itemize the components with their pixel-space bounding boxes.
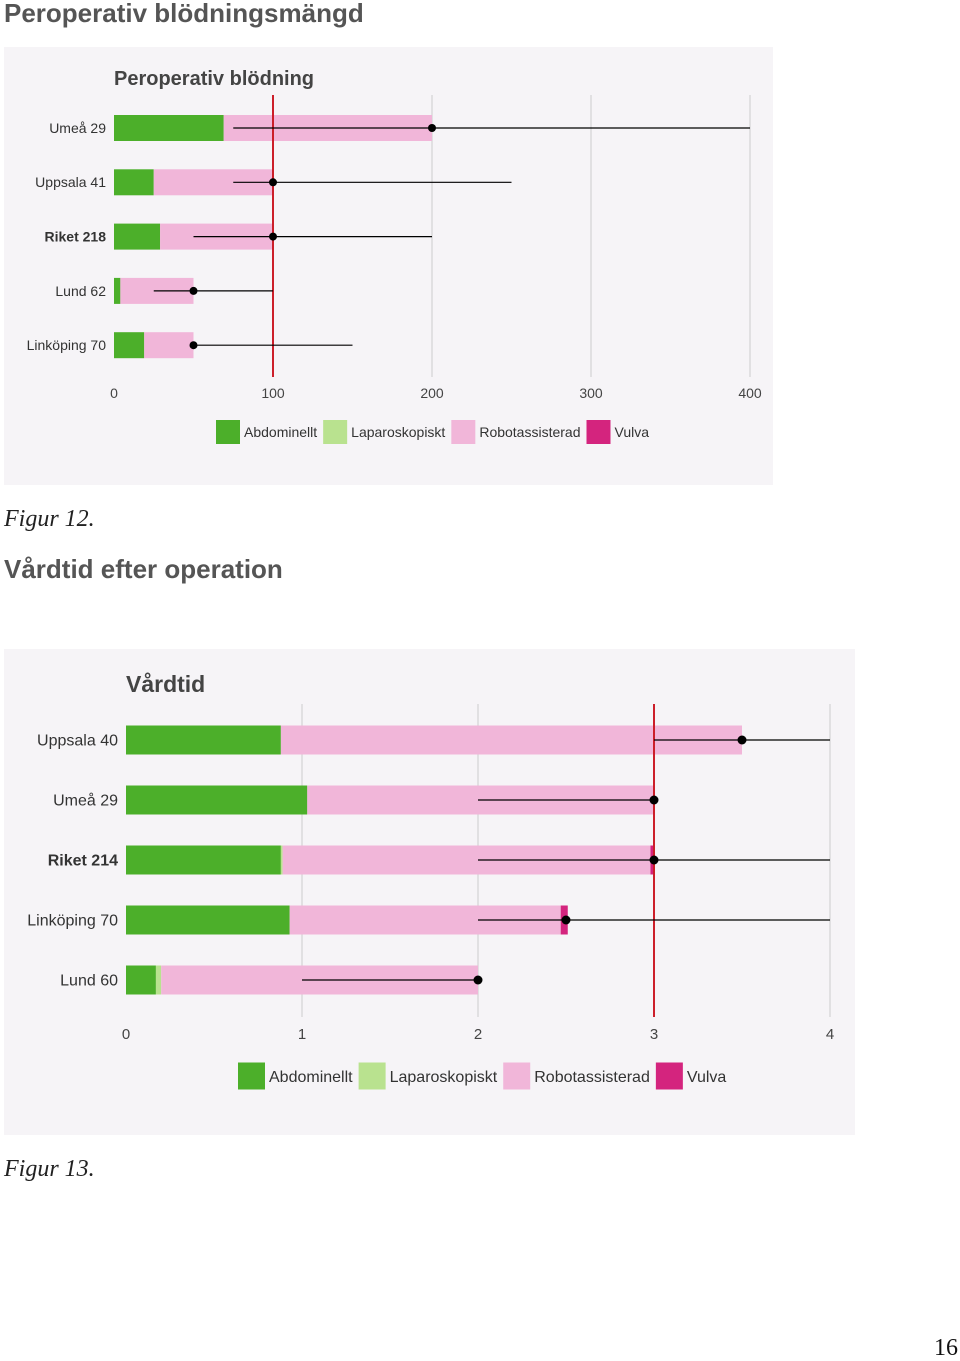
legend-swatch-vulva xyxy=(586,420,611,444)
bar-segment-abdominellt xyxy=(114,169,154,196)
category-label: Umeå 29 xyxy=(53,792,118,810)
median-marker xyxy=(428,124,436,132)
bar-segment-abdominellt xyxy=(126,725,281,755)
category-label: Lund 60 xyxy=(60,973,118,990)
chart-title: Vårdtid xyxy=(126,671,205,697)
x-tick-label: 2 xyxy=(474,1026,482,1043)
median-marker xyxy=(649,795,659,805)
legend-label: Vulva xyxy=(615,424,650,440)
median-marker xyxy=(189,341,198,350)
legend-swatch-laparoskopiskt xyxy=(358,1062,386,1090)
category-label: Umeå 29 xyxy=(49,120,106,136)
bleeding-chart-panel: Peroperativ blödning 0 100 200 300 400 Umeå 29… xyxy=(4,47,773,485)
legend-swatch-vulva xyxy=(655,1062,683,1090)
bar-segment-abdominellt xyxy=(114,115,224,141)
bar-segment-abdominellt xyxy=(114,223,161,250)
figure-13-caption: Figur 13. xyxy=(4,1156,95,1182)
bar-segment-abdominellt xyxy=(126,785,308,815)
median-marker xyxy=(473,975,483,985)
category-label: Riket 214 xyxy=(48,853,118,870)
figure-12-heading: Peroperativ blödningsmängd xyxy=(4,0,364,28)
legend-swatch-abdominellt xyxy=(216,420,240,444)
legend-label: Laparoskopiskt xyxy=(351,424,445,440)
legend-label: Laparoskopiskt xyxy=(390,1069,498,1086)
median-marker xyxy=(561,915,571,925)
page-number: 16 xyxy=(934,1335,958,1361)
bar-segment-abdominellt xyxy=(114,332,145,359)
figure-12-caption: Figur 12. xyxy=(4,506,95,532)
legend-label: Abdominellt xyxy=(269,1069,353,1086)
legend-label: Vulva xyxy=(687,1069,727,1086)
bar-segment-laparoskopiskt xyxy=(280,845,283,875)
category-label: Uppsala 41 xyxy=(35,174,106,190)
median-marker xyxy=(189,286,198,295)
median-marker xyxy=(737,735,747,745)
bar-segment-laparoskopiskt xyxy=(155,965,162,995)
legend-swatch-robotassisterad xyxy=(451,420,476,444)
bar-segment-abdominellt xyxy=(114,277,121,304)
stay-chart: Vårdtid 0 1 2 3 4 Uppsala 40 Umeå 29 Riket 214 Li… xyxy=(27,671,834,1090)
x-tick-label: 4 xyxy=(826,1026,834,1043)
x-tick-label: 3 xyxy=(650,1026,658,1043)
bleeding-chart: Peroperativ blödning 0 100 200 300 400 Umeå 29… xyxy=(27,68,762,444)
stay-chart-panel: Vårdtid 0 1 2 3 4 Uppsala 40 Umeå 29 Riket 214 Li… xyxy=(4,649,855,1135)
x-tick-label: 1 xyxy=(298,1026,306,1043)
category-label: Linköping 70 xyxy=(27,913,118,930)
median-marker xyxy=(269,178,277,187)
bar-segment-abdominellt xyxy=(126,845,281,875)
x-tick-label: 0 xyxy=(110,385,118,401)
category-label: Linköping 70 xyxy=(27,337,107,353)
category-label: Lund 62 xyxy=(55,283,106,299)
bar-segment-abdominellt xyxy=(126,905,290,935)
legend-label: Robotassisterad xyxy=(479,424,580,440)
legend-label: Robotassisterad xyxy=(534,1069,650,1086)
median-marker xyxy=(269,232,277,241)
legend-swatch-abdominellt xyxy=(238,1062,265,1090)
chart-title: Peroperativ blödning xyxy=(114,68,314,90)
x-tick-label: 200 xyxy=(420,385,444,401)
legend-swatch-robotassisterad xyxy=(503,1062,531,1090)
x-tick-label: 400 xyxy=(738,385,762,401)
median-marker xyxy=(649,855,659,865)
bar-segment-robotassisterad xyxy=(144,332,194,359)
category-label: Riket 218 xyxy=(45,229,107,245)
bar-segment-abdominellt xyxy=(126,965,156,995)
x-tick-label: 100 xyxy=(261,385,285,401)
x-tick-label: 300 xyxy=(579,385,603,401)
x-tick-label: 0 xyxy=(122,1026,130,1043)
figure-13-heading: Vårdtid efter operation xyxy=(4,554,283,584)
category-label: Uppsala 40 xyxy=(37,733,118,750)
legend-swatch-laparoskopiskt xyxy=(323,420,348,444)
legend-label: Abdominellt xyxy=(244,424,317,440)
